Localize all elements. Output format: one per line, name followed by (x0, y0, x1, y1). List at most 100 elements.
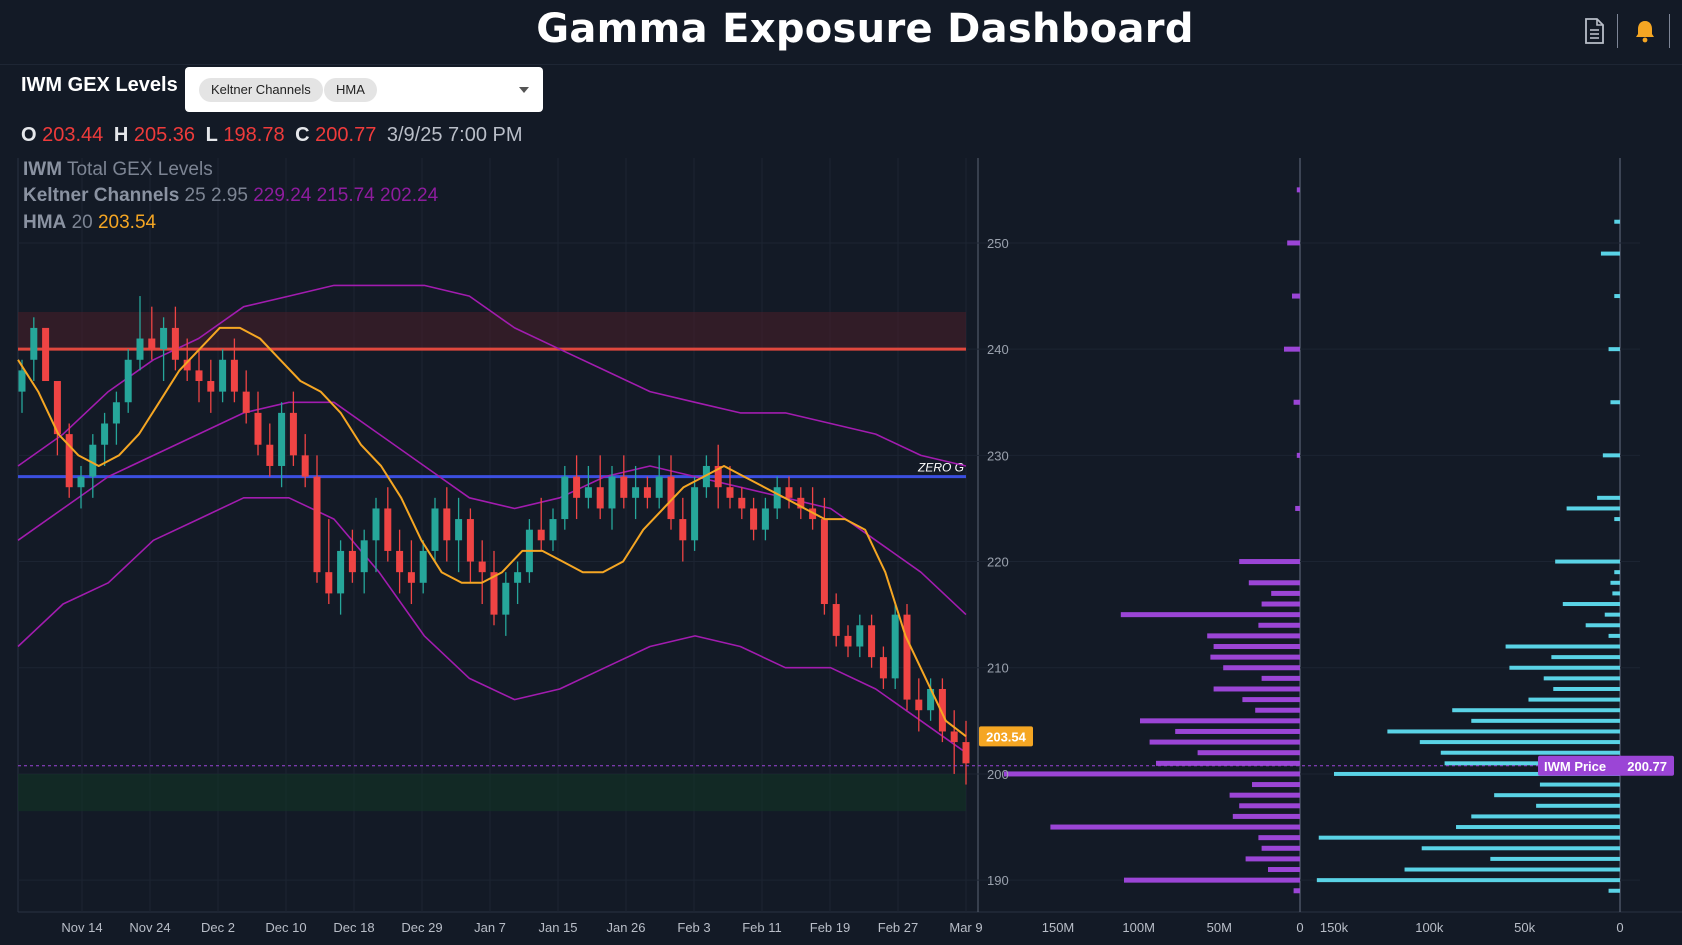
candles (18, 296, 970, 785)
gex-bar (1293, 888, 1300, 894)
candle-down (962, 742, 970, 764)
candle-down (396, 550, 404, 573)
top-bar: Gamma Exposure Dashboard (0, 0, 1682, 65)
gex-bar (1232, 813, 1300, 819)
gex-bar (1050, 824, 1300, 830)
gex-bar (1268, 867, 1300, 873)
legend-hma-param: 20 (71, 212, 93, 233)
gex-bar (1229, 792, 1300, 798)
y-tick-label: 240 (987, 342, 1009, 357)
gex-bar (1245, 856, 1300, 862)
oi-bar (1608, 888, 1620, 893)
open-label: O (21, 124, 37, 146)
indicator-chip-keltner[interactable]: Keltner Channels (199, 78, 323, 102)
oi-bar (1494, 793, 1620, 798)
candle-down (938, 688, 946, 732)
oi-bar (1334, 771, 1620, 776)
candle-down (879, 657, 887, 679)
candle-down (750, 508, 758, 530)
oi-bar (1602, 453, 1620, 458)
low-label: L (205, 124, 218, 146)
candle-down (620, 476, 628, 498)
bell-icon[interactable] (1630, 16, 1660, 46)
gex-bar (1252, 782, 1300, 788)
legend-keltner-params: 25 2.95 (184, 185, 248, 206)
oi-bar (1551, 655, 1620, 660)
gex-bar (1239, 803, 1300, 809)
candle-up (30, 327, 38, 360)
candle-up (773, 487, 781, 509)
candle-down (832, 604, 840, 636)
oi-bar (1505, 644, 1620, 649)
candle-down (443, 508, 451, 541)
x-tick-label: Dec 2 (201, 920, 235, 935)
x-tick-label: Feb 11 (742, 920, 782, 935)
candle-down (714, 465, 722, 488)
axes: Nov 14 Nov 24 Dec 2 Dec 10 Dec 18 Dec 29 Jan 7… (61, 236, 1623, 935)
gex-bar (1261, 845, 1300, 851)
gex-bar (1295, 505, 1300, 511)
candle-down (915, 699, 923, 711)
gex-bar (1287, 240, 1300, 246)
gex-bar (1149, 739, 1300, 745)
candle-up (101, 423, 109, 445)
gex-bar (1210, 654, 1300, 660)
datetime-value: 3/9/25 7:00 PM (386, 124, 523, 146)
gex-x-tick: 150M (1042, 920, 1075, 935)
oi-bar (1608, 347, 1620, 352)
indicator-select[interactable]: Keltner Channels HMA (185, 67, 543, 112)
gex-bar (1004, 771, 1300, 777)
oi-bar (1610, 400, 1620, 405)
legend-series-name: Total GEX Levels (66, 159, 213, 180)
gex-bar (1156, 760, 1300, 766)
oi-bar (1452, 708, 1620, 713)
candle-down (844, 635, 852, 647)
candle-down (195, 370, 203, 382)
oi-bar (1614, 219, 1620, 224)
iwm-price-tag (1538, 755, 1674, 776)
oi-bar (1553, 686, 1620, 691)
candle-up (278, 412, 286, 466)
candle-up (549, 519, 557, 541)
oi-bar (1528, 697, 1620, 702)
candle-up (891, 614, 899, 679)
x-tick-label: Dec 18 (333, 920, 374, 935)
oi-bar (1604, 612, 1620, 617)
gex-bar (1258, 622, 1300, 628)
candle-down (785, 487, 793, 498)
x-tick-label: Jan 7 (474, 920, 506, 935)
gex-bar (1258, 835, 1300, 841)
candle-down (868, 625, 876, 658)
candle-up (160, 327, 168, 350)
high-label: H (113, 124, 129, 146)
candle-down (667, 476, 675, 520)
ohlc-readout: O 203.44 H 205.36 L 198.78 C 200.77 3/9/… (21, 124, 523, 147)
x-tick-label: Feb 27 (878, 920, 918, 935)
oi-bar (1509, 665, 1620, 670)
chevron-down-icon[interactable] (519, 87, 529, 93)
gex-bar (1120, 612, 1300, 618)
candle-up (89, 444, 97, 477)
indicator-chip-hma[interactable]: HMA (324, 78, 377, 102)
document-icon[interactable] (1579, 16, 1609, 46)
candle-down (384, 508, 392, 551)
close-label: C (295, 124, 310, 146)
candle-down (537, 529, 545, 541)
support-zone (18, 773, 966, 812)
open-value: 203.44 (42, 124, 104, 146)
candle-down (242, 391, 250, 413)
candle-down (42, 327, 50, 382)
oi-bar (1555, 559, 1620, 564)
candle-down (230, 359, 238, 392)
hma-line (17, 326, 967, 738)
gex-bar (1175, 728, 1300, 734)
candle-down (466, 519, 474, 562)
candle-down (490, 572, 498, 615)
gex-bar (1292, 293, 1300, 299)
candle-down (65, 434, 73, 488)
candle-down (348, 550, 356, 573)
close-value: 200.77 (315, 124, 377, 146)
gex-bar (1124, 877, 1300, 883)
x-tick-label: Feb 3 (677, 920, 710, 935)
